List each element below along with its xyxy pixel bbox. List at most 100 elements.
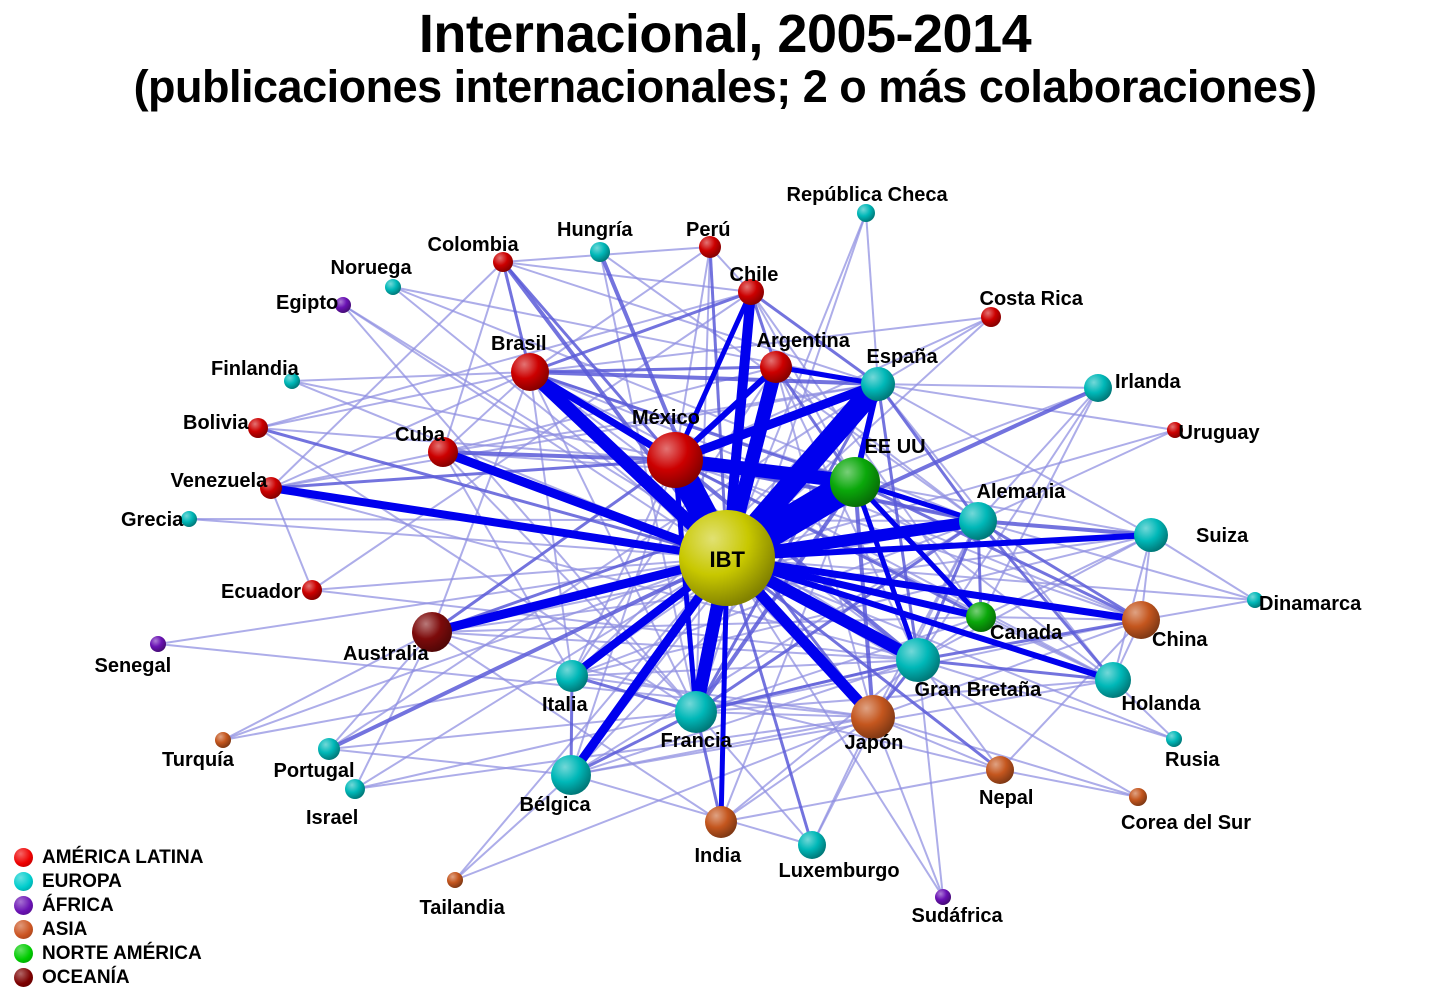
legend-swatch-icon [14,967,33,987]
edge [695,658,919,714]
edge [726,557,1256,601]
node-china[interactable] [1122,601,1160,639]
node-turquia[interactable] [215,732,231,748]
edge [311,291,752,591]
node-alemania[interactable] [959,502,997,540]
legend-item-5: OCEANÍA [14,965,274,989]
edge [454,557,728,881]
node-tailandia[interactable] [447,872,463,888]
node-republicacheca[interactable] [857,204,875,222]
node-egipto[interactable] [335,297,351,313]
edge [529,316,992,373]
node-belgica[interactable] [551,755,591,795]
edge [291,371,531,382]
edge [726,555,1114,683]
edge [392,286,979,522]
node-nepal[interactable] [986,756,1014,784]
legend-label: AMÉRICA LATINA [42,846,204,868]
edge [442,450,676,462]
edge [442,366,777,453]
node-senegal[interactable] [150,636,166,652]
edge [454,774,572,881]
edge [877,383,1099,389]
legend-item-1: EUROPA [14,869,274,893]
legend-swatch-icon [14,871,33,891]
edge [570,710,697,777]
node-canada[interactable] [966,602,996,632]
node-rusia[interactable] [1166,731,1182,747]
edge [872,716,944,898]
node-espana[interactable] [861,367,895,401]
node-costarica[interactable] [981,307,1001,327]
edge [328,631,433,750]
edge [454,716,874,881]
edge [775,366,979,522]
edge [270,371,531,489]
node-dinamarca[interactable] [1247,592,1263,608]
node-japon[interactable] [851,695,895,739]
legend-swatch-icon [14,895,33,915]
node-colombia[interactable] [493,252,513,272]
legend-item-4: NORTE AMÉRICA [14,941,274,965]
edge [980,387,1099,618]
node-brasil[interactable] [511,353,549,391]
node-holanda[interactable] [1095,662,1131,698]
edge [726,554,1142,624]
node-bolivia[interactable] [248,418,268,438]
node-mexico[interactable] [647,432,703,488]
node-israel[interactable] [345,779,365,799]
edge [917,659,1175,740]
edge [977,519,1142,622]
node-francia[interactable] [675,691,717,733]
node-luxemburgo[interactable] [798,831,826,859]
edge [726,532,1152,561]
node-eeuu[interactable] [830,457,880,507]
edge [725,557,814,846]
edge [877,383,1176,431]
node-granbretana[interactable] [896,638,940,682]
node-chile[interactable] [738,279,764,305]
edge [502,261,752,293]
legend-swatch-icon [14,943,33,963]
node-suiza[interactable] [1134,518,1168,552]
node-finlandia[interactable] [284,373,300,389]
edge [1140,599,1256,621]
legend-item-3: ASIA [14,917,274,941]
legend-swatch-icon [14,847,33,867]
node-uruguay[interactable] [1167,422,1183,438]
edge [270,383,879,489]
node-noruega[interactable] [385,279,401,295]
edge [157,557,728,645]
node-argentina[interactable] [760,351,792,383]
node-grecia[interactable] [181,511,197,527]
node-ecuador[interactable] [302,580,322,600]
node-layer [150,204,1263,905]
node-portugal[interactable] [318,738,340,760]
edge [529,370,879,386]
edge [257,371,531,429]
edge [977,429,1176,522]
node-india[interactable] [705,806,737,838]
edge [501,261,677,461]
node-venezuela[interactable] [260,477,282,499]
node-cuba[interactable] [428,437,458,467]
edge [222,631,433,741]
edge [877,316,992,385]
title-line-1: Internacional, 2005-2014 [418,4,1032,64]
edge [917,658,1114,682]
edge [726,556,1001,772]
edge [442,383,879,453]
edge [354,631,433,790]
node-ibt[interactable] [679,510,775,606]
node-peru[interactable] [699,236,721,258]
node-italia[interactable] [556,660,588,692]
node-sudafrica[interactable] [935,889,951,905]
edge [529,290,752,374]
node-irlanda[interactable] [1084,374,1112,402]
edge [917,659,944,898]
node-hungria[interactable] [590,242,610,262]
node-coreadelsur[interactable] [1129,788,1147,806]
title-line-2: (publicaciones internacionales; 2 o más … [133,61,1317,113]
edge [674,453,856,489]
node-australia[interactable] [412,612,452,652]
